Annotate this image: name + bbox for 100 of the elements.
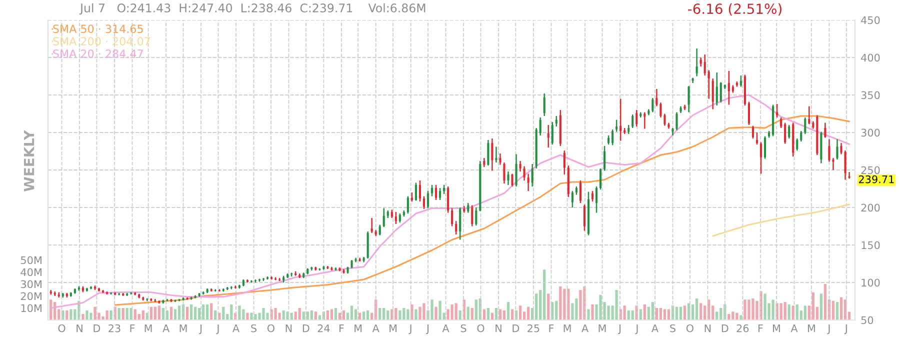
x-tick-label: J [844,324,847,334]
x-tick-label: 24 [318,324,330,332]
candlestick [604,145,606,172]
candlestick [583,204,586,232]
bar [154,306,156,320]
bar [615,290,618,320]
candlestick [467,202,470,214]
bar [506,302,510,320]
y-tick-label: 350 [861,91,880,100]
candlestick [780,116,782,129]
bar [824,284,827,320]
x-tick-label: D [512,324,520,332]
y2-tick-label: 20M [20,292,42,300]
bar [430,300,434,320]
bar [302,312,305,320]
candlestick [836,138,838,160]
x-tick-label: M [144,324,152,332]
x-tick-label: M [773,324,780,332]
candlestick [539,116,542,136]
candlestick [515,154,518,188]
text: WEEKLY [24,130,34,192]
bar [526,306,530,320]
chart-title: Jul 7 O:241.43 H:247.40 L:238.46 C:239.71 Vol:6.86M [79,3,426,15]
bar [796,304,798,320]
bar [254,314,257,320]
candlestick [475,206,478,226]
x-tick-label: S [460,324,466,332]
bar [804,306,806,320]
x-tick-label: D [722,324,728,332]
candlestick [519,160,522,172]
candlestick [543,92,546,117]
legend-label: SMA 20 · 284.47 [53,49,143,58]
x-tick-label: J [198,324,202,334]
candlestick [616,119,618,132]
bar [402,308,406,320]
bar [748,300,750,320]
candlestick [828,138,830,162]
bar [466,306,470,320]
candlestick [370,217,373,234]
candlestick [832,157,834,171]
candlestick [784,122,786,144]
bar [306,312,309,320]
bar [840,297,843,320]
bar [482,309,486,320]
candlestick [451,208,454,227]
bar [772,300,774,320]
bar [334,308,338,320]
candlestick [471,204,474,227]
bar [563,288,566,320]
x-tick-label: N [76,324,82,332]
bar [134,309,136,320]
candlestick [499,152,502,166]
bar [202,304,205,320]
x-tick-label: M [390,324,397,332]
candlestick [748,101,750,126]
bar [170,306,173,320]
candlestick [824,122,826,138]
candlestick [579,180,582,204]
candlestick [796,138,798,152]
bar [246,312,249,320]
candlestick [708,70,710,100]
x-tick-label: F [758,324,763,332]
candlestick [378,224,381,236]
x-tick-label: J [618,324,621,334]
bar [178,306,181,320]
bar [555,300,558,320]
x-tick-label: A [790,324,798,332]
x-tick-label: O [686,324,694,332]
bar [470,308,474,320]
candlestick [776,103,778,118]
bar [82,314,84,320]
bar [454,303,458,320]
x-tick-label: J [216,324,219,334]
bar [740,315,742,320]
x-tick-label: 25 [528,324,540,332]
x-tick-label: 26 [736,324,749,332]
x-tick-label: O [58,324,66,332]
x-tick-label: A [442,324,450,332]
candlestick [716,72,718,106]
bar [720,308,722,320]
bar [158,306,161,320]
candlestick [760,142,762,174]
bar [86,310,88,320]
candlestick [455,220,458,236]
bar [126,308,128,320]
candlestick [434,184,438,201]
y-tick-label: 250 [861,166,880,174]
y-tick-label: 450 [861,16,880,24]
candlestick [406,196,409,214]
x-tick-label: M [180,324,187,332]
bar [812,292,814,320]
candlestick [656,88,658,107]
candlestick [418,180,422,202]
bar [832,300,835,320]
x-tick-label: D [302,324,310,332]
bar [510,309,514,320]
candlestick [788,124,790,140]
bar [732,312,734,320]
bar [591,304,594,320]
x-tick-label: 23 [108,324,120,332]
